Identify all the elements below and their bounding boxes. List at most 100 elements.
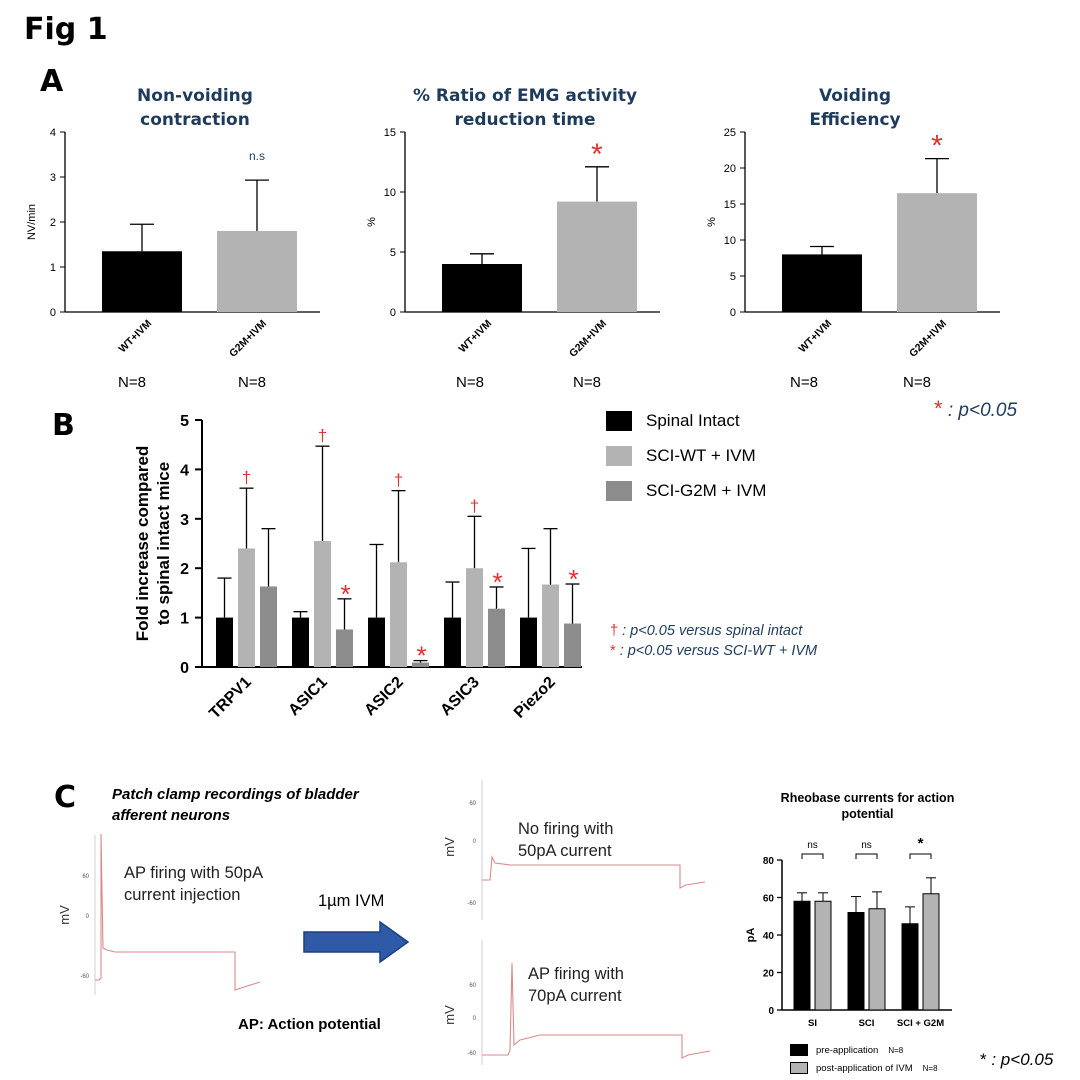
y-axis-label-line: to spinal intact mice xyxy=(154,462,173,625)
chart-b: 0 1 2 3 4 5 Fold increase compared to spinal in… xyxy=(133,413,582,723)
x-tick-label: ASIC1 xyxy=(285,674,330,719)
trace-tick-label: 60 xyxy=(82,874,89,880)
trace-label-line: 50pA current xyxy=(518,842,612,860)
legend-label: pre-application xyxy=(816,1044,879,1056)
bar xyxy=(868,908,886,1011)
panel-c-footnote: * : p<0.05 xyxy=(980,1050,1053,1070)
y-tick-label: 10 xyxy=(724,235,736,247)
trace-label-line: No firing with xyxy=(518,820,614,838)
chart-a2-title-line1: % Ratio of EMG activity xyxy=(412,86,638,106)
bar xyxy=(444,617,461,667)
y-tick-label: 1 xyxy=(50,262,56,274)
trace-tick-label: 60 xyxy=(469,801,476,807)
x-tick-label: SI xyxy=(808,1018,817,1029)
legend-item: SCI-G2M + IVM xyxy=(606,473,766,508)
bar xyxy=(466,568,483,667)
bar xyxy=(412,662,429,667)
trace-tick-label: -60 xyxy=(467,901,476,907)
bar xyxy=(847,912,865,1011)
chart-a1-title-line2: contraction xyxy=(140,110,250,130)
y-tick-label: 40 xyxy=(763,931,775,942)
y-tick-label: 2 xyxy=(180,561,189,578)
bar xyxy=(390,562,407,667)
star-marker: * xyxy=(568,564,578,594)
bar xyxy=(238,548,255,667)
trace-label-line: current injection xyxy=(124,886,241,904)
legend-label: Spinal Intact xyxy=(646,410,740,430)
legend-item: post-application of IVM N=8 xyxy=(790,1059,938,1077)
chart-a3: 0 5 10 15 20 25% WT+IVM G2M+IVM * xyxy=(706,127,1000,360)
bar xyxy=(314,541,331,667)
y-tick-label: 3 xyxy=(180,512,189,529)
y-tick-label: 20 xyxy=(763,969,775,980)
trace-tick-label: -60 xyxy=(467,1051,476,1057)
chart-a3-title-line2: Efficiency xyxy=(809,110,901,130)
trace-line xyxy=(95,833,261,991)
y-tick-label: 0 xyxy=(390,307,396,319)
footnote-text: : p<0.05 xyxy=(947,400,1018,421)
y-tick-label: 0 xyxy=(50,307,56,319)
trace-y-label: mV xyxy=(442,837,457,857)
chart-a2-title-line2: reduction time xyxy=(454,110,596,130)
note-dagger: † : p<0.05 versus spinal intact xyxy=(610,623,802,639)
x-tick-label: Piezo2 xyxy=(511,674,559,722)
significance-bracket xyxy=(855,853,878,859)
ap-note: AP: Action potential xyxy=(238,1016,381,1033)
legend-swatch-pre xyxy=(790,1044,808,1056)
legend-item: Spinal Intact xyxy=(606,403,766,438)
footnote-star: * xyxy=(934,396,943,421)
bar xyxy=(216,617,233,667)
legend-item: SCI-WT + IVM xyxy=(606,438,766,473)
bar xyxy=(260,586,277,667)
trace-label-line: AP firing with 50pA xyxy=(124,864,264,882)
bar xyxy=(102,251,182,312)
significance-label: ns xyxy=(807,840,818,851)
x-tick-label: WT+IVM xyxy=(797,317,835,355)
legend-item: pre-application N=8 xyxy=(790,1041,938,1059)
significance-star: * xyxy=(591,138,603,171)
significance-bracket xyxy=(801,853,824,859)
dagger-marker: † xyxy=(242,468,251,487)
y-tick-label: 0 xyxy=(180,660,189,677)
y-tick-label: 60 xyxy=(763,894,775,905)
caption-line: Patch clamp recordings of bladder xyxy=(112,786,359,803)
y-tick-label: 15 xyxy=(724,199,736,211)
n-label: N=8 xyxy=(456,374,484,391)
n-label: N=8 xyxy=(573,374,601,391)
trace-2: mV 60 0 -60 xyxy=(442,780,706,920)
y-tick-label: 20 xyxy=(724,163,736,175)
legend-swatch-sci-g2m xyxy=(606,480,632,501)
x-tick-label: WT+IVM xyxy=(457,317,495,355)
bar xyxy=(488,608,505,667)
y-tick-label: 4 xyxy=(180,462,189,479)
chart-c: 0 20 40 60 80 pA ns SI ns SCI * SCI + G2M xyxy=(745,835,952,1029)
x-tick-label: G2M+IVM xyxy=(567,317,609,359)
x-tick-label: G2M+IVM xyxy=(907,317,949,359)
bar xyxy=(442,264,522,312)
x-tick-label: G2M+IVM xyxy=(227,317,269,359)
trace-3: mV 60 0 -60 xyxy=(442,940,711,1065)
n-label: N=8 xyxy=(238,374,266,391)
trace-line xyxy=(482,855,706,889)
chart-a2: 0 5 10 15% WT+IVM G2M+IVM * xyxy=(366,127,660,360)
chart-c-legend: pre-application N=8 post-application of … xyxy=(790,1041,938,1077)
y-axis-label: % xyxy=(706,217,718,227)
arrow-right-icon xyxy=(303,920,410,964)
bar xyxy=(217,231,297,312)
footnote-text: : p<0.05 xyxy=(991,1050,1054,1069)
x-tick-label: TRPV1 xyxy=(206,674,255,723)
trace-2-label: No firing with 50pA current xyxy=(518,818,613,862)
trace-3-label: AP firing with 70pA current xyxy=(528,963,624,1007)
bar xyxy=(922,893,940,1011)
x-tick-label: ASIC3 xyxy=(437,674,482,719)
bar xyxy=(542,584,559,667)
bar xyxy=(814,900,832,1011)
y-tick-label: 0 xyxy=(730,307,736,319)
x-tick-label: ASIC2 xyxy=(361,674,406,719)
trace-tick-label: 0 xyxy=(86,914,90,920)
chart-a2-title: % Ratio of EMG activity reduction time xyxy=(375,84,675,132)
x-tick-label: WT+IVM xyxy=(117,317,155,355)
legend-n: N=8 xyxy=(922,1063,938,1073)
y-tick-label: 5 xyxy=(180,413,189,430)
y-tick-label: 1 xyxy=(180,611,189,628)
